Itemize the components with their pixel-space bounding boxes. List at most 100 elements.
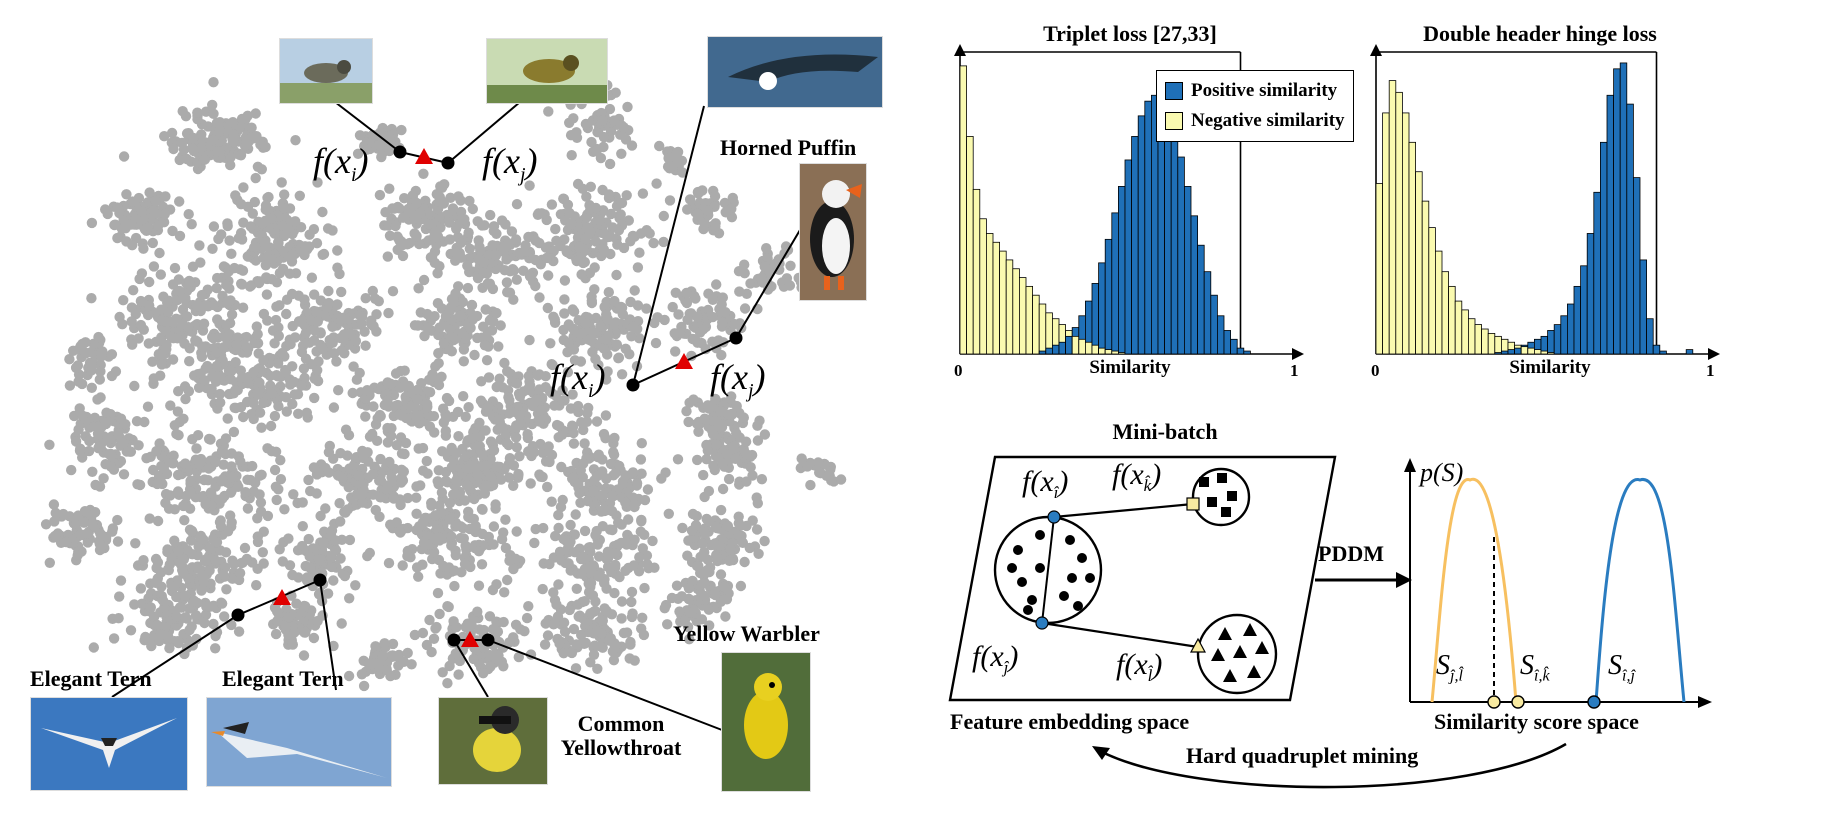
scatter-point: [184, 275, 195, 287]
scatter-point: [172, 406, 184, 417]
scatter-point: [433, 348, 444, 359]
scatter-point: [273, 330, 284, 342]
scatter-point: [384, 456, 395, 468]
scatter-point: [580, 318, 592, 329]
scatter-point: [308, 462, 320, 473]
chart2-bar-negative: [1468, 318, 1476, 355]
scatter-point: [304, 551, 315, 562]
scatter-point: [311, 488, 322, 499]
scatter-point: [446, 346, 457, 357]
scatter-point: [530, 235, 541, 246]
scatter-point: [344, 593, 355, 604]
scatter-point: [756, 474, 768, 485]
scatter-point: [442, 678, 453, 689]
scatter-point: [133, 333, 144, 344]
scatter-point: [172, 486, 184, 497]
scatter-point: [671, 156, 683, 167]
scatter-point: [112, 514, 123, 526]
scatter-point: [210, 630, 221, 642]
scatter-point: [421, 399, 433, 410]
p-of-s-label: p(S): [1420, 458, 1464, 487]
scatter-point: [143, 338, 154, 349]
scatter-point: [514, 451, 525, 462]
scatter-point: [105, 448, 117, 460]
scatter-point: [402, 550, 413, 562]
scatter-point: [200, 554, 212, 565]
chart2-bar-positive: [1560, 315, 1568, 355]
scatter-point: [186, 219, 197, 230]
scatter-point: [326, 561, 337, 573]
scatter-point: [214, 125, 225, 136]
chart2-bar-positive: [1606, 94, 1614, 355]
chart1-bar-positive: [1091, 283, 1099, 355]
scatter-point: [172, 333, 183, 344]
scatter-point: [715, 504, 727, 516]
triangle-tern: [273, 589, 291, 605]
scatter-point: [730, 453, 741, 464]
scatter-point: [138, 555, 149, 566]
bird-photo-yellow-warbler: [721, 652, 811, 792]
scatter-point: [298, 650, 310, 661]
scatter-point: [252, 329, 263, 340]
chart2-bar-positive: [1567, 303, 1575, 355]
scatter-point: [682, 550, 693, 561]
scatter-point: [375, 469, 386, 481]
scatter-point: [437, 446, 448, 457]
chart2-bar-positive: [1507, 349, 1515, 355]
scatter-point: [561, 245, 572, 256]
scatter-point: [298, 363, 310, 374]
scatter-point: [579, 438, 590, 449]
chart2-bar-positive: [1547, 330, 1555, 355]
scatter-point: [497, 382, 508, 393]
scatter-point: [185, 475, 196, 487]
scatter-point: [277, 556, 288, 567]
scatter-point: [461, 463, 473, 474]
chart1-bar-negative: [992, 241, 1000, 355]
scatter-point: [716, 419, 728, 430]
scatter-point: [350, 580, 361, 591]
mining-arrow-path: [1101, 742, 1567, 789]
scatter-point: [228, 129, 239, 140]
chart2-bar-positive: [1646, 318, 1654, 355]
scatter-point: [449, 580, 460, 592]
scatter-point: [308, 335, 320, 346]
scatter-point: [312, 177, 323, 188]
cluster-dot: [1027, 595, 1037, 605]
scatter-point: [155, 269, 166, 280]
scatter-point: [411, 481, 422, 492]
scatter-point: [135, 295, 147, 307]
scatter-point: [535, 405, 547, 416]
scatter-point: [406, 659, 417, 670]
scatter-point: [260, 200, 272, 211]
scatter-point: [64, 380, 76, 391]
scatter-point: [334, 498, 345, 509]
scatter-point: [148, 464, 159, 476]
chart1-bar-negative: [966, 136, 974, 355]
scatter-point: [339, 570, 351, 582]
cluster-divider: [1041, 516, 1055, 624]
scatter-point: [546, 496, 557, 507]
scatter-point: [75, 443, 86, 454]
scatter-point: [558, 648, 569, 659]
scatter-point: [251, 131, 262, 142]
chart2-bar-negative: [1402, 112, 1410, 355]
scatter-point: [501, 254, 512, 265]
scatter-point: [206, 383, 217, 395]
chart1-bar-positive: [1045, 347, 1053, 355]
cluster-square: [1199, 477, 1209, 487]
scatter-point: [239, 542, 251, 554]
scatter-point: [477, 449, 488, 460]
scatter-point: [128, 285, 139, 296]
scatter-point: [328, 402, 340, 413]
scatter-point: [568, 623, 580, 635]
scatter-point: [587, 590, 599, 601]
scatter-point: [213, 233, 224, 245]
scatter-point: [676, 591, 687, 602]
scatter-point: [344, 534, 356, 546]
scatter-point: [299, 600, 310, 612]
scatter-point: [511, 274, 522, 285]
point-xi-hat: [1047, 510, 1061, 524]
scatter-point: [251, 580, 262, 591]
scatter-point: [296, 380, 307, 391]
scatter-point: [230, 190, 241, 201]
